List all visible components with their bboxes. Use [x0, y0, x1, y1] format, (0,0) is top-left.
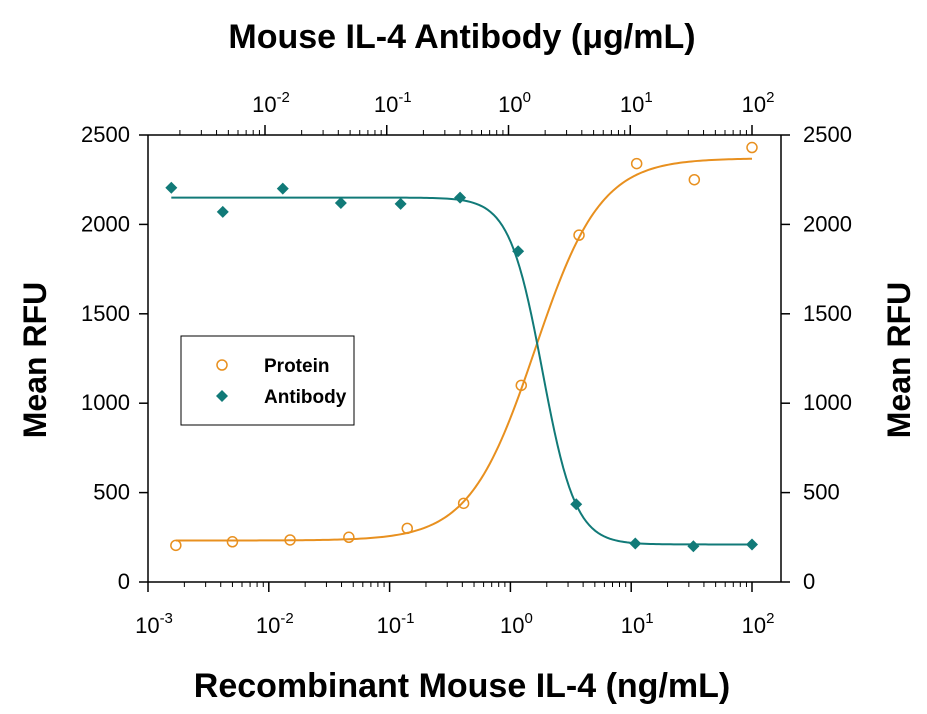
protein-point	[226, 536, 239, 548]
right-y-tick-label: 1000	[803, 390, 852, 415]
antibody-point	[165, 181, 178, 194]
top-axis-title: Mouse IL-4 Antibody (μg/mL)	[228, 18, 695, 56]
legend: Protein Antibody	[180, 335, 355, 426]
legend-antibody-marker	[216, 390, 228, 402]
protein-point	[457, 497, 470, 510]
protein-point	[401, 522, 414, 535]
top-x-tick-label: 101	[620, 89, 653, 117]
antibody-point	[276, 182, 289, 195]
tick-base: 10	[500, 613, 524, 638]
left-y-tick-label: 1500	[81, 301, 130, 326]
left-y-tick-label: 2500	[81, 122, 130, 147]
right-y-tick-label: 500	[803, 480, 840, 505]
antibody-point	[334, 196, 347, 209]
tick-base: 10	[621, 613, 645, 638]
protein-fit-curve	[175, 157, 753, 542]
antibody-point	[687, 540, 700, 553]
tick-exponent: 0	[524, 610, 532, 627]
protein-point	[515, 379, 528, 392]
top-x-tick-label: 10-1	[374, 89, 412, 117]
antibody-point	[512, 245, 525, 258]
tick-base: 10	[252, 92, 276, 117]
legend-antibody-label: Antibody	[264, 387, 347, 408]
tick-exponent: 1	[644, 89, 652, 106]
tick-base: 10	[498, 92, 522, 117]
tick-exponent: -2	[277, 89, 290, 106]
left-y-tick-label: 1000	[81, 390, 130, 415]
top-x-tick-label: 10-2	[252, 89, 290, 117]
protein-point	[170, 539, 182, 552]
top-x-tick-label: 102	[742, 89, 775, 117]
protein-point	[746, 141, 758, 154]
protein-point	[630, 157, 643, 170]
antibody-point	[216, 205, 229, 218]
legend-protein-label: Protein	[264, 356, 329, 377]
tick-base: 10	[256, 613, 280, 638]
legend-protein-marker	[216, 359, 228, 371]
right-y-tick-label: 0	[803, 569, 815, 594]
bottom-x-ticks: 10-3 10-2 10-1 100 101 102	[135, 582, 774, 638]
tick-exponent: 2	[766, 610, 774, 627]
legend-box	[180, 335, 355, 426]
left-y-ticks: 0 500 1000 1500 2000 2500	[81, 122, 148, 594]
data-points	[165, 141, 758, 553]
tick-exponent: 2	[766, 89, 774, 106]
tick-base: 10	[742, 92, 766, 117]
tick-exponent: -1	[401, 610, 414, 627]
antibody-point	[454, 191, 467, 204]
bottom-x-tick-label: 100	[500, 610, 533, 638]
left-y-tick-label: 0	[118, 569, 130, 594]
bottom-x-tick-label: 10-1	[377, 610, 415, 638]
bottom-x-tick-label: 102	[742, 610, 775, 638]
bottom-x-tick-label: 10-2	[256, 610, 294, 638]
left-y-tick-label: 2000	[81, 211, 130, 236]
bottom-x-tick-label: 10-3	[135, 610, 173, 638]
tick-base: 10	[620, 92, 644, 117]
tick-exponent: 1	[645, 610, 653, 627]
left-axis-title: Mean RFU	[17, 282, 53, 438]
antibody-point	[629, 537, 642, 550]
right-y-tick-label: 2000	[803, 211, 852, 236]
tick-exponent: -3	[160, 610, 173, 627]
tick-base: 10	[374, 92, 398, 117]
bottom-x-tick-label: 101	[621, 610, 654, 638]
top-x-tick-label: 100	[498, 89, 531, 117]
antibody-point	[570, 498, 583, 511]
antibody-point	[394, 197, 407, 210]
tick-base: 10	[742, 613, 766, 638]
protein-point	[343, 531, 355, 544]
left-y-tick-label: 500	[93, 480, 130, 505]
top-x-ticks: 10-2 10-1 100 101 102	[179, 89, 775, 135]
right-axis-title: Mean RFU	[881, 282, 917, 438]
right-y-tick-label: 1500	[803, 301, 852, 326]
protein-point	[284, 534, 296, 546]
tick-base: 10	[377, 613, 401, 638]
tick-exponent: -1	[398, 89, 411, 106]
antibody-point	[746, 538, 758, 551]
right-y-tick-label: 2500	[803, 122, 852, 147]
protein-point	[688, 173, 701, 186]
tick-exponent: -2	[280, 610, 293, 627]
tick-base: 10	[135, 613, 159, 638]
right-y-ticks: 0 500 1000 1500 2000 2500	[781, 122, 852, 594]
tick-exponent: 0	[523, 89, 531, 106]
protein-point	[573, 229, 585, 241]
bottom-axis-title: Recombinant Mouse IL-4 (ng/mL)	[194, 667, 730, 705]
